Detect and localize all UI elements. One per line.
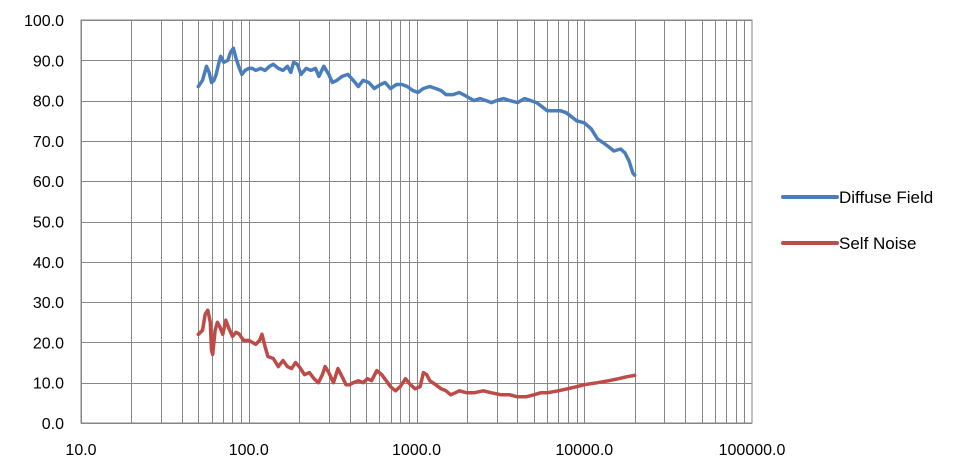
y-tick-label: 20.0	[33, 335, 64, 352]
y-tick-label: 70.0	[33, 134, 64, 151]
x-tick-label: 10000.0	[555, 442, 613, 459]
y-tick-label: 90.0	[33, 53, 64, 70]
series-lines	[196, 46, 637, 399]
x-tick-label: 1000.0	[392, 442, 441, 459]
legend: Diffuse Field Self Noise	[781, 188, 933, 253]
y-tick-label: 0.0	[42, 416, 64, 433]
legend-label-diffuse-field: Diffuse Field	[839, 188, 933, 207]
x-tick-label: 100000.0	[719, 442, 786, 459]
series-line-self-noise	[196, 308, 637, 399]
x-axis-tick-labels: 10.0 100.0 1000.0 10000.0 100000.0	[65, 442, 785, 459]
y-tick-label: 50.0	[33, 215, 64, 232]
y-tick-label: 30.0	[33, 295, 64, 312]
legend-label-self-noise: Self Noise	[839, 234, 916, 253]
y-tick-label: 80.0	[33, 94, 64, 111]
y-tick-label: 100.0	[24, 13, 64, 30]
y-tick-label: 40.0	[33, 255, 64, 272]
plot-area-border	[80, 19, 753, 424]
y-axis-tick-labels: 0.0 10.0 20.0 30.0 40.0 50.0 60.0 70.0 80.0 90.0 1…	[24, 13, 64, 433]
x-tick-label: 10.0	[65, 442, 96, 459]
series-line-diffuse-field	[196, 46, 637, 177]
y-tick-label: 10.0	[33, 376, 64, 393]
y-tick-label: 60.0	[33, 174, 64, 191]
x-tick-label: 100.0	[229, 442, 269, 459]
